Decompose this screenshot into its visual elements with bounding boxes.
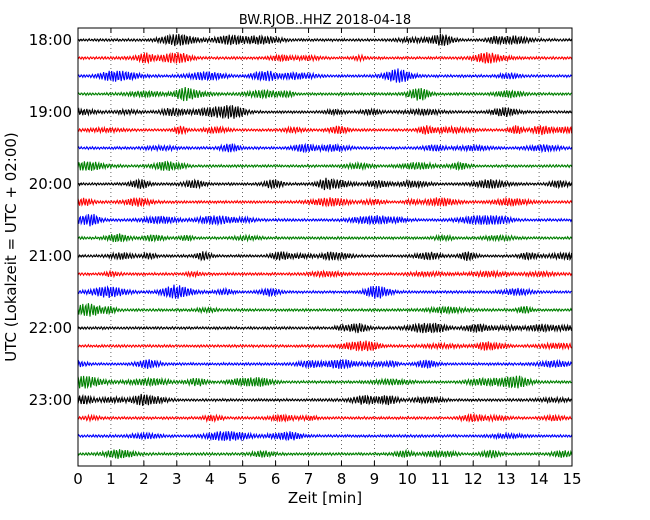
trace-2330 <box>77 431 573 442</box>
x-tick-label: 15 <box>562 470 581 488</box>
trace-1900 <box>77 104 572 119</box>
trace-2345 <box>77 448 573 459</box>
x-tick-label: 3 <box>172 470 182 488</box>
y-tick-label: 22:00 <box>29 319 72 337</box>
x-tick-label: 14 <box>530 470 549 488</box>
trace-1845 <box>77 87 572 102</box>
trace-2015 <box>77 196 573 208</box>
x-tick-label: 10 <box>398 470 417 488</box>
trace-2215 <box>77 340 573 352</box>
trace-2030 <box>77 213 573 227</box>
trace-2245 <box>77 375 572 390</box>
x-tick-label: 6 <box>271 470 281 488</box>
x-tick-label: 9 <box>370 470 380 488</box>
y-axis: 18:00 19:00 20:00 21:00 22:00 23:00 <box>29 31 572 409</box>
trace-2045 <box>77 233 573 243</box>
x-axis: 0 1 2 3 4 5 6 7 8 9 10 11 12 13 14 15 <box>73 28 582 488</box>
x-tick-label: 8 <box>337 470 347 488</box>
y-tick-label: 21:00 <box>29 247 72 265</box>
y-tick-label: 23:00 <box>29 391 72 409</box>
trace-1830 <box>77 68 573 83</box>
x-tick-label: 0 <box>73 470 83 488</box>
trace-2230 <box>77 358 573 370</box>
x-tick-label: 2 <box>139 470 149 488</box>
y-tick-label: 20:00 <box>29 175 72 193</box>
traces <box>77 33 573 459</box>
trace-1815 <box>77 51 573 65</box>
trace-2130 <box>77 284 572 299</box>
x-axis-label: Zeit [min] <box>288 489 362 507</box>
trace-2200 <box>77 322 573 334</box>
x-tick-label: 12 <box>464 470 483 488</box>
x-tick-label: 11 <box>431 470 450 488</box>
trace-2300 <box>77 393 572 407</box>
trace-1945 <box>77 160 573 172</box>
trace-1915 <box>77 124 573 136</box>
plot-frame <box>77 27 573 467</box>
trace-1800 <box>77 33 573 47</box>
x-tick-label: 7 <box>304 470 314 488</box>
x-tick-label: 4 <box>205 470 215 488</box>
trace-1930 <box>77 142 573 154</box>
y-tick-label: 19:00 <box>29 103 72 121</box>
x-tick-label: 1 <box>106 470 116 488</box>
x-tick-label: 13 <box>497 470 516 488</box>
trace-2115 <box>77 269 573 279</box>
y-axis-label: UTC (Lokalzeit = UTC + 02:00) <box>2 132 20 362</box>
chart-title: BW.RJOB..HHZ 2018-04-18 <box>239 13 411 28</box>
trace-2315 <box>77 412 572 424</box>
trace-2145 <box>77 303 573 317</box>
y-tick-label: 18:00 <box>29 31 72 49</box>
trace-2100 <box>77 250 573 262</box>
trace-2000 <box>77 177 573 191</box>
x-tick-label: 5 <box>238 470 248 488</box>
